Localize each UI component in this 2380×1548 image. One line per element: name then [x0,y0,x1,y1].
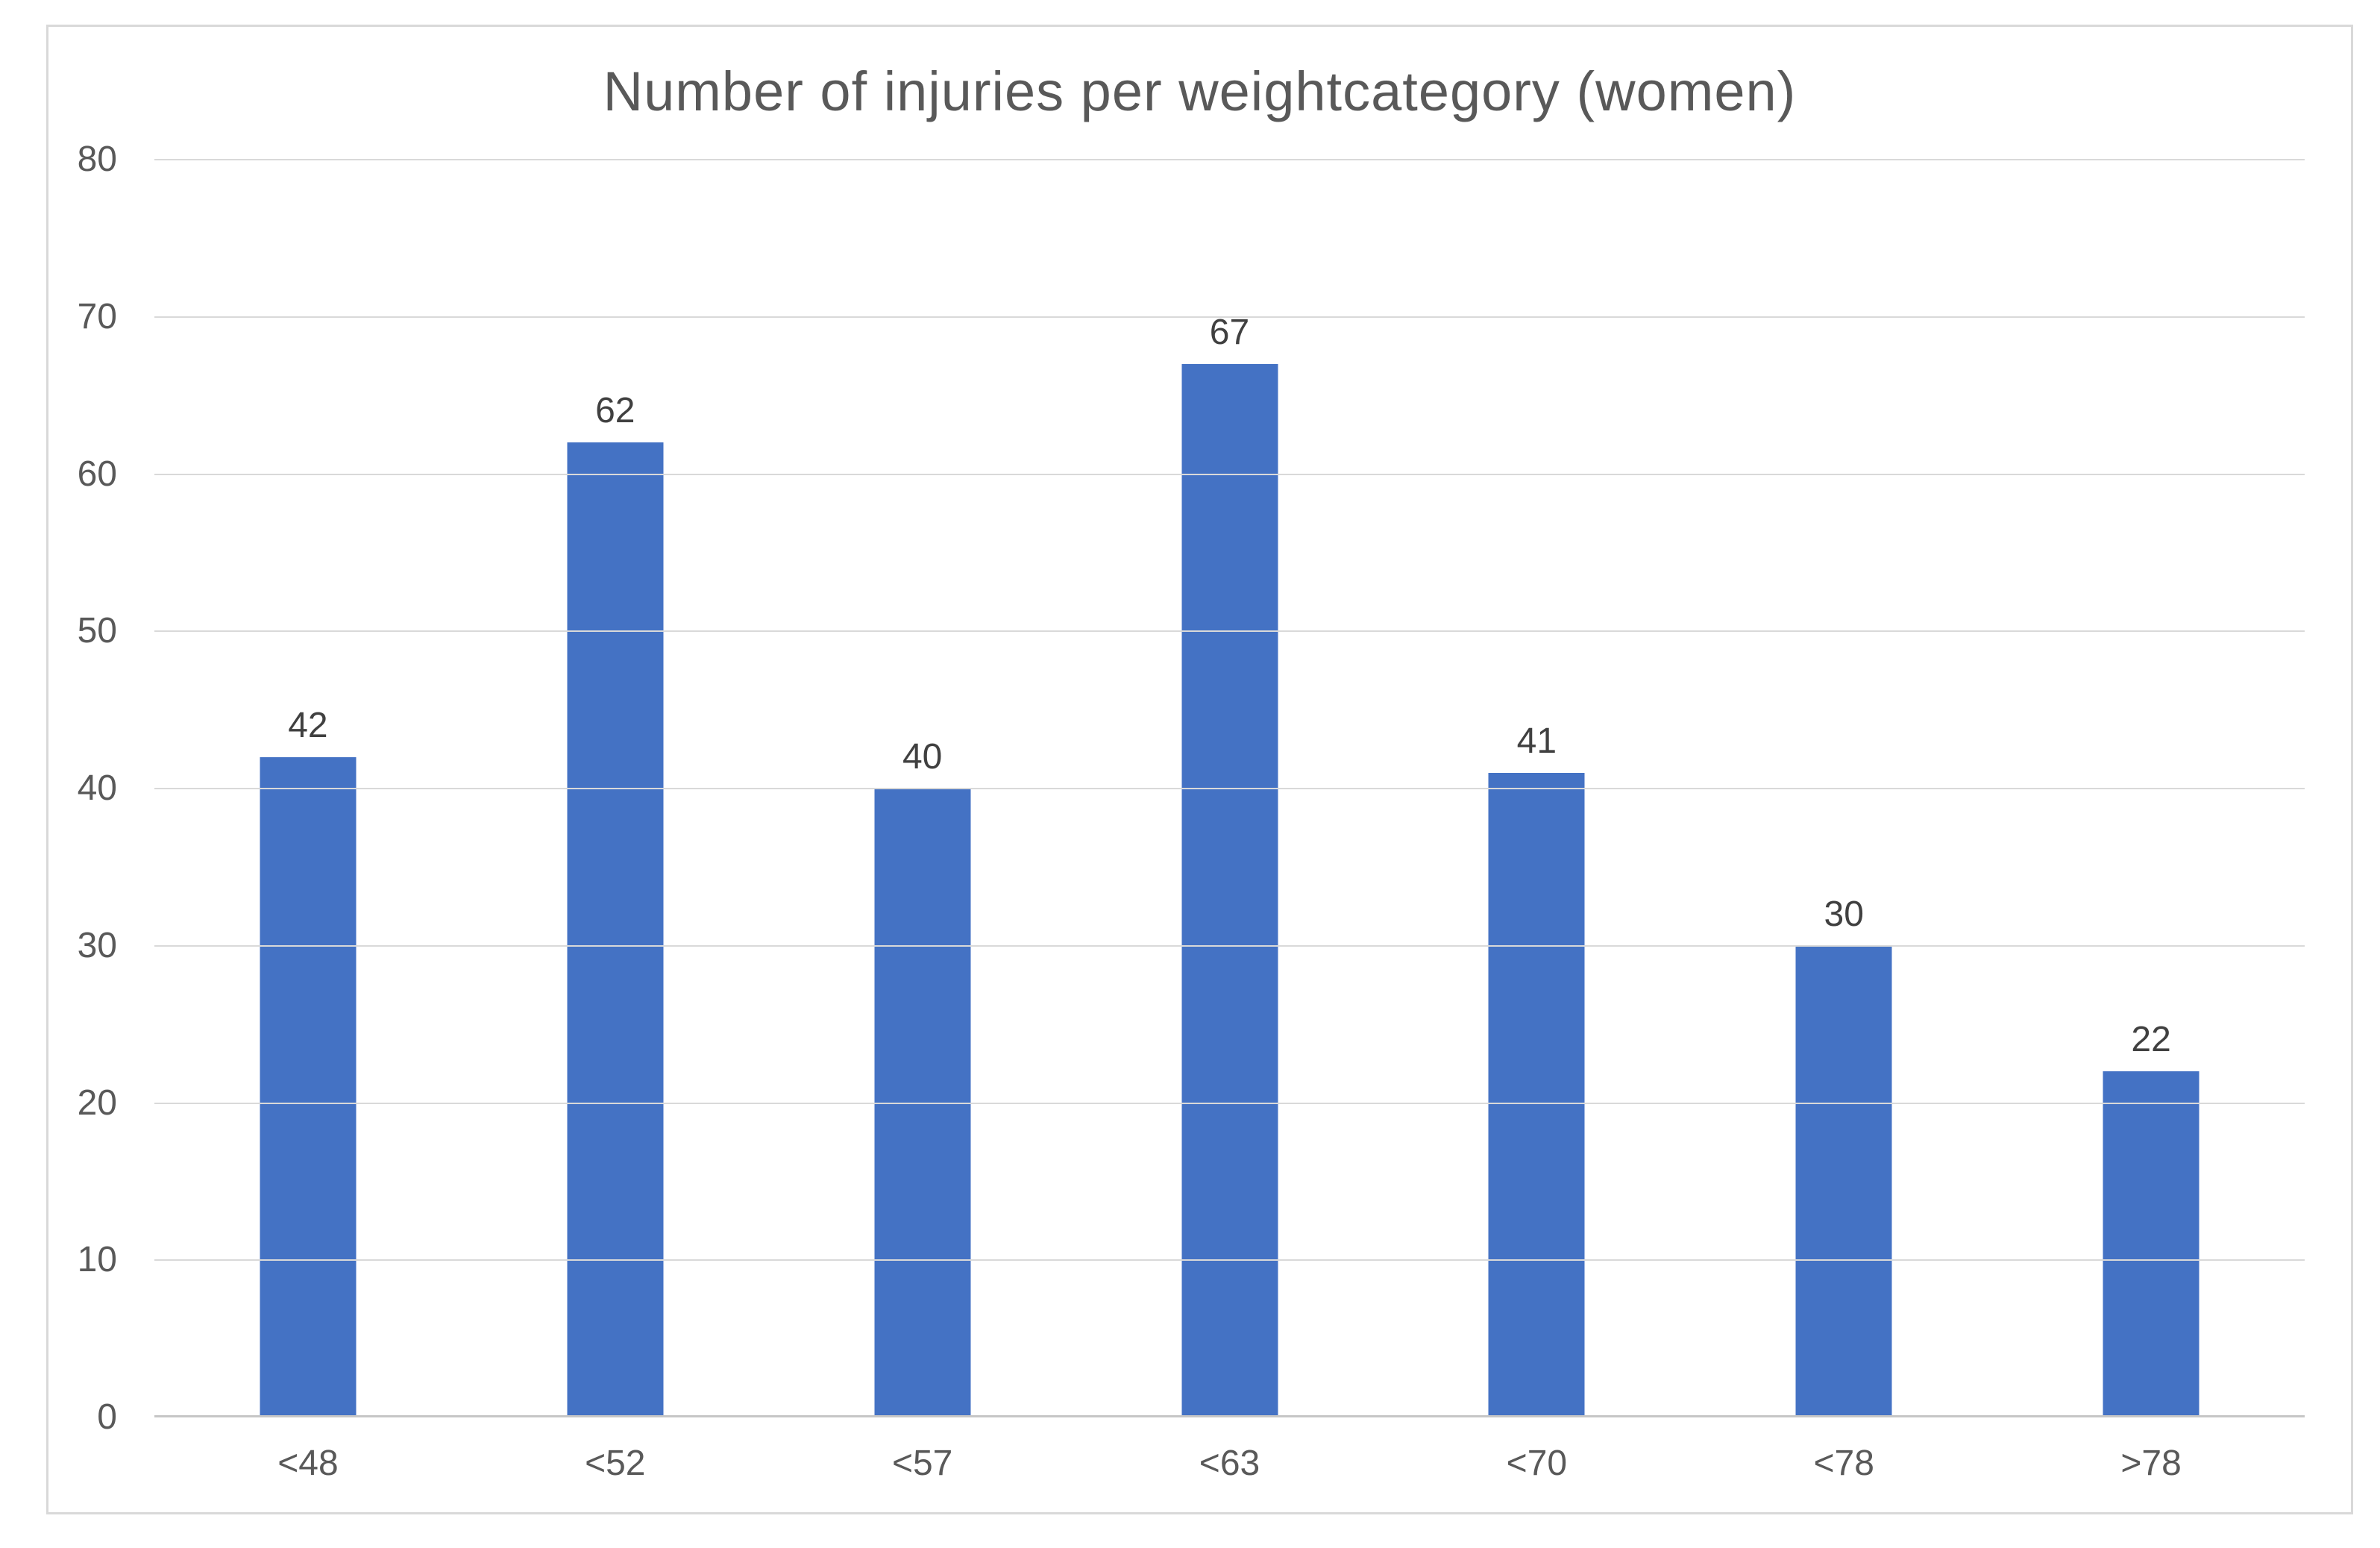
y-tick-label-30: 30 [77,926,117,965]
y-tick-label-0: 0 [97,1397,117,1437]
y-tick-label-50: 50 [77,611,117,651]
bar-cell-<70: 41 [1383,160,1690,1417]
x-tick-label-<63: <63 [1199,1444,1260,1483]
plot-area: 42 62 40 67 41 30 22 [154,159,2305,1417]
gridline-y-40 [154,788,2305,789]
bar-<48 [260,756,357,1417]
x-axis-line [154,1415,2305,1417]
gridline-y-80 [154,159,2305,160]
gridline-y-60 [154,474,2305,475]
x-tick-label-<52: <52 [585,1444,646,1483]
bar-<78 [1795,945,1892,1417]
bar->78 [2103,1071,2200,1417]
bar-cell->78: 22 [1997,160,2305,1417]
gridline-y-20 [154,1103,2305,1104]
bar-<52 [567,442,664,1417]
y-tick-label-80: 80 [77,140,117,179]
bar-<70 [1488,772,1585,1417]
gridline-y-70 [154,316,2305,318]
x-tick-label-<57: <57 [891,1444,953,1483]
y-tick-label-60: 60 [77,454,117,494]
bar-cell-<63: 67 [1076,160,1384,1417]
gridline-y-10 [154,1259,2305,1261]
bar-<63 [1181,363,1278,1417]
bar-cell-<52: 62 [462,160,769,1417]
x-tick-label-<78: <78 [1813,1444,1874,1483]
bar-value-label-<48: 42 [288,705,328,745]
bar-value-label->78: 22 [2131,1020,2171,1060]
x-axis-labels: <48 <52 <57 <63 <70 <78 >78 [154,1440,2305,1488]
bar-value-label-<57: 40 [902,737,943,777]
y-tick-label-10: 10 [77,1240,117,1279]
bar-cell-<48: 42 [154,160,462,1417]
gridline-y-30 [154,945,2305,947]
y-tick-label-40: 40 [77,768,117,808]
y-tick-label-70: 70 [77,297,117,336]
x-tick-label->78: >78 [2120,1444,2182,1483]
gridline-y-50 [154,630,2305,632]
bar-value-label-<70: 41 [1516,721,1557,761]
chart-frame: Number of injuries per weightcategory (w… [46,25,2353,1514]
chart-title: Number of injuries per weightcategory (w… [603,60,1797,122]
bar-value-label-<52: 62 [595,391,635,431]
bar-value-label-<63: 67 [1209,312,1250,352]
bar-cell-<78: 30 [1690,160,1997,1417]
x-tick-label-<48: <48 [277,1444,339,1483]
y-tick-label-20: 20 [77,1083,117,1123]
bar-value-label-<78: 30 [1824,894,1864,934]
x-tick-label-<70: <70 [1506,1444,1568,1483]
